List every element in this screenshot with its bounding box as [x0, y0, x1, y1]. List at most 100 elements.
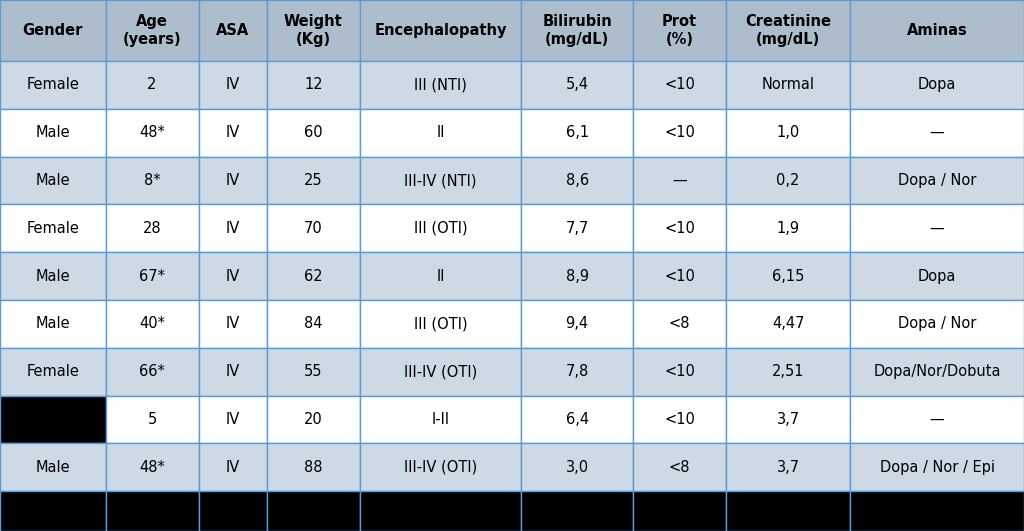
Bar	[633, 0, 726, 61]
Text: Gender: Gender	[23, 23, 83, 38]
Text: III-IV (OTI): III-IV (OTI)	[404, 460, 477, 475]
Text: <10: <10	[665, 125, 695, 140]
Text: 7,8: 7,8	[565, 364, 589, 379]
Text: 2: 2	[147, 78, 157, 92]
Text: Creatinine
(mg/dL): Creatinine (mg/dL)	[745, 14, 831, 47]
Bar	[850, 252, 1024, 300]
Bar	[105, 300, 199, 348]
Text: 28: 28	[142, 221, 162, 236]
Bar	[633, 252, 726, 300]
Text: 8,9: 8,9	[565, 269, 589, 284]
Text: <10: <10	[665, 412, 695, 427]
Bar	[267, 109, 360, 157]
Text: 12: 12	[304, 78, 323, 92]
Bar	[521, 157, 633, 204]
Text: <8: <8	[669, 460, 690, 475]
Bar	[633, 348, 726, 396]
Bar	[360, 0, 521, 61]
Bar	[267, 0, 360, 61]
Bar	[199, 61, 267, 109]
Text: 66*: 66*	[139, 364, 165, 379]
Bar	[726, 109, 850, 157]
Bar	[0, 157, 105, 204]
Text: 8*: 8*	[143, 173, 161, 188]
Text: 1,9: 1,9	[776, 221, 800, 236]
Bar	[267, 204, 360, 252]
Text: 3,0: 3,0	[565, 460, 589, 475]
Text: Dopa / Nor: Dopa / Nor	[898, 316, 976, 331]
Text: 3,7: 3,7	[776, 460, 800, 475]
Text: III (OTI): III (OTI)	[414, 221, 467, 236]
Bar	[850, 491, 1024, 531]
Text: <10: <10	[665, 364, 695, 379]
Bar	[850, 0, 1024, 61]
Text: 5: 5	[147, 412, 157, 427]
Bar	[105, 443, 199, 491]
Bar	[850, 109, 1024, 157]
Bar	[267, 348, 360, 396]
Text: Male: Male	[36, 125, 70, 140]
Bar	[726, 61, 850, 109]
Bar	[521, 443, 633, 491]
Text: Encephalopathy: Encephalopathy	[375, 23, 507, 38]
Bar	[360, 252, 521, 300]
Bar	[0, 300, 105, 348]
Text: 9,4: 9,4	[565, 316, 589, 331]
Text: IV: IV	[225, 269, 240, 284]
Bar	[521, 0, 633, 61]
Bar	[199, 0, 267, 61]
Bar	[360, 109, 521, 157]
Bar	[267, 157, 360, 204]
Text: —: —	[930, 412, 944, 427]
Bar	[633, 396, 726, 443]
Bar	[105, 348, 199, 396]
Text: <10: <10	[665, 269, 695, 284]
Bar	[360, 491, 521, 531]
Text: Male: Male	[36, 269, 70, 284]
Bar	[521, 300, 633, 348]
Text: 7,7: 7,7	[565, 221, 589, 236]
Bar	[521, 61, 633, 109]
Bar	[267, 61, 360, 109]
Bar	[360, 443, 521, 491]
Text: Dopa: Dopa	[918, 78, 956, 92]
Text: 3,7: 3,7	[776, 412, 800, 427]
Bar	[521, 396, 633, 443]
Text: I-II: I-II	[431, 412, 450, 427]
Text: 8,6: 8,6	[565, 173, 589, 188]
Bar	[850, 157, 1024, 204]
Bar	[0, 61, 105, 109]
Bar	[267, 491, 360, 531]
Bar	[0, 109, 105, 157]
Text: Prot
(%): Prot (%)	[662, 14, 697, 47]
Text: Dopa / Nor / Epi: Dopa / Nor / Epi	[880, 460, 994, 475]
Bar	[360, 348, 521, 396]
Bar	[521, 204, 633, 252]
Bar	[726, 491, 850, 531]
Bar	[105, 396, 199, 443]
Text: III-IV (OTI): III-IV (OTI)	[404, 364, 477, 379]
Bar	[360, 396, 521, 443]
Text: 48*: 48*	[139, 125, 165, 140]
Text: Male: Male	[36, 316, 70, 331]
Text: <10: <10	[665, 78, 695, 92]
Bar	[633, 109, 726, 157]
Bar	[360, 300, 521, 348]
Bar	[199, 491, 267, 531]
Bar	[199, 157, 267, 204]
Text: 70: 70	[304, 221, 323, 236]
Bar	[850, 443, 1024, 491]
Bar	[850, 300, 1024, 348]
Bar	[726, 443, 850, 491]
Bar	[633, 61, 726, 109]
Text: Female: Female	[27, 364, 79, 379]
Bar	[726, 396, 850, 443]
Bar	[850, 61, 1024, 109]
Text: ASA: ASA	[216, 23, 250, 38]
Bar	[633, 300, 726, 348]
Text: IV: IV	[225, 125, 240, 140]
Bar	[199, 396, 267, 443]
Text: Age
(years): Age (years)	[123, 14, 181, 47]
Bar	[521, 252, 633, 300]
Text: Female: Female	[27, 221, 79, 236]
